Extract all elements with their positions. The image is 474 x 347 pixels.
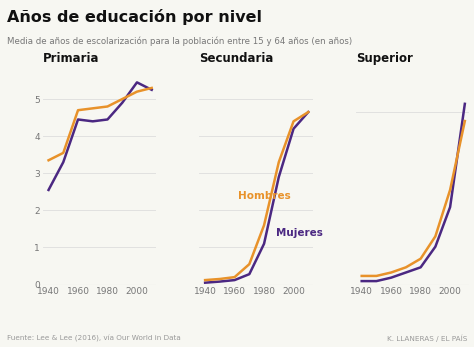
Text: Fuente: Lee & Lee (2016), vía Our World in Data: Fuente: Lee & Lee (2016), vía Our World …: [7, 335, 181, 342]
Text: Superior: Superior: [356, 52, 413, 66]
Text: Años de educación por nivel: Años de educación por nivel: [7, 9, 262, 25]
Text: Secundaria: Secundaria: [199, 52, 273, 66]
Text: Media de años de escolarización para la población entre 15 y 64 años (en años): Media de años de escolarización para la …: [7, 36, 352, 46]
Text: Mujeres: Mujeres: [276, 228, 323, 238]
Text: Hombres: Hombres: [237, 191, 290, 201]
Text: K. LLANERAS / EL PAÍS: K. LLANERAS / EL PAÍS: [386, 334, 467, 342]
Text: Primaria: Primaria: [43, 52, 99, 66]
